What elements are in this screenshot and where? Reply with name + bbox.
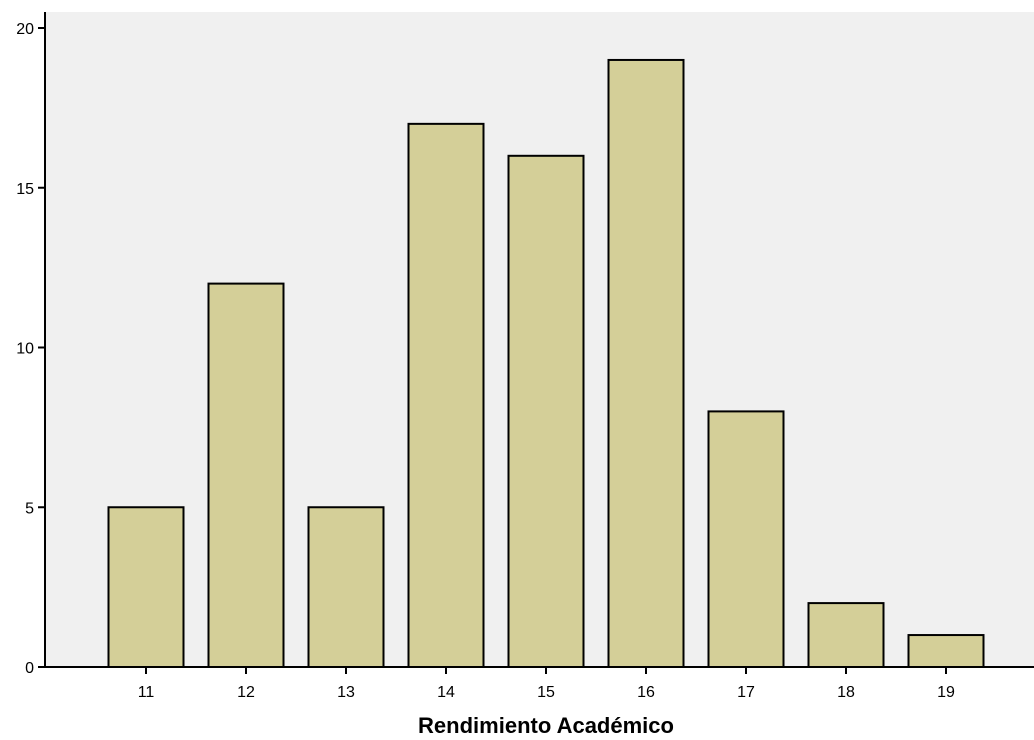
bar-18: [807, 602, 885, 668]
bar-13: [307, 506, 385, 668]
bar-14: [407, 122, 485, 669]
bar-19: [907, 634, 985, 668]
x-tick-label-18: 18: [837, 684, 855, 701]
x-tick-label-11: 11: [138, 684, 155, 701]
x-tick-label-17: 17: [737, 684, 755, 701]
y-tick-label-20: 20: [16, 21, 34, 38]
bar-15: [507, 154, 585, 669]
x-tick-label-15: 15: [537, 684, 555, 701]
x-tick-label-13: 13: [337, 684, 355, 701]
bars-layer: [107, 58, 985, 669]
bar-11: [107, 506, 185, 668]
bar-12: [207, 282, 285, 668]
x-axis-title: Rendimiento Académico: [418, 713, 674, 738]
x-ticks-layer: 11 12 13 14 15 16 17 18 19: [138, 667, 955, 701]
x-tick-label-16: 16: [637, 684, 655, 701]
bar-17: [707, 410, 785, 668]
bar-16: [607, 58, 685, 668]
y-tick-label-0: 0: [25, 660, 34, 677]
y-tick-label-5: 5: [25, 500, 34, 517]
x-tick-label-19: 19: [937, 684, 955, 701]
x-tick-label-12: 12: [237, 684, 255, 701]
y-tick-label-15: 15: [16, 181, 34, 198]
y-ticks-layer: 0 5 10 15 20: [16, 21, 45, 677]
y-tick-label-10: 10: [16, 341, 34, 358]
x-tick-label-14: 14: [437, 684, 455, 701]
